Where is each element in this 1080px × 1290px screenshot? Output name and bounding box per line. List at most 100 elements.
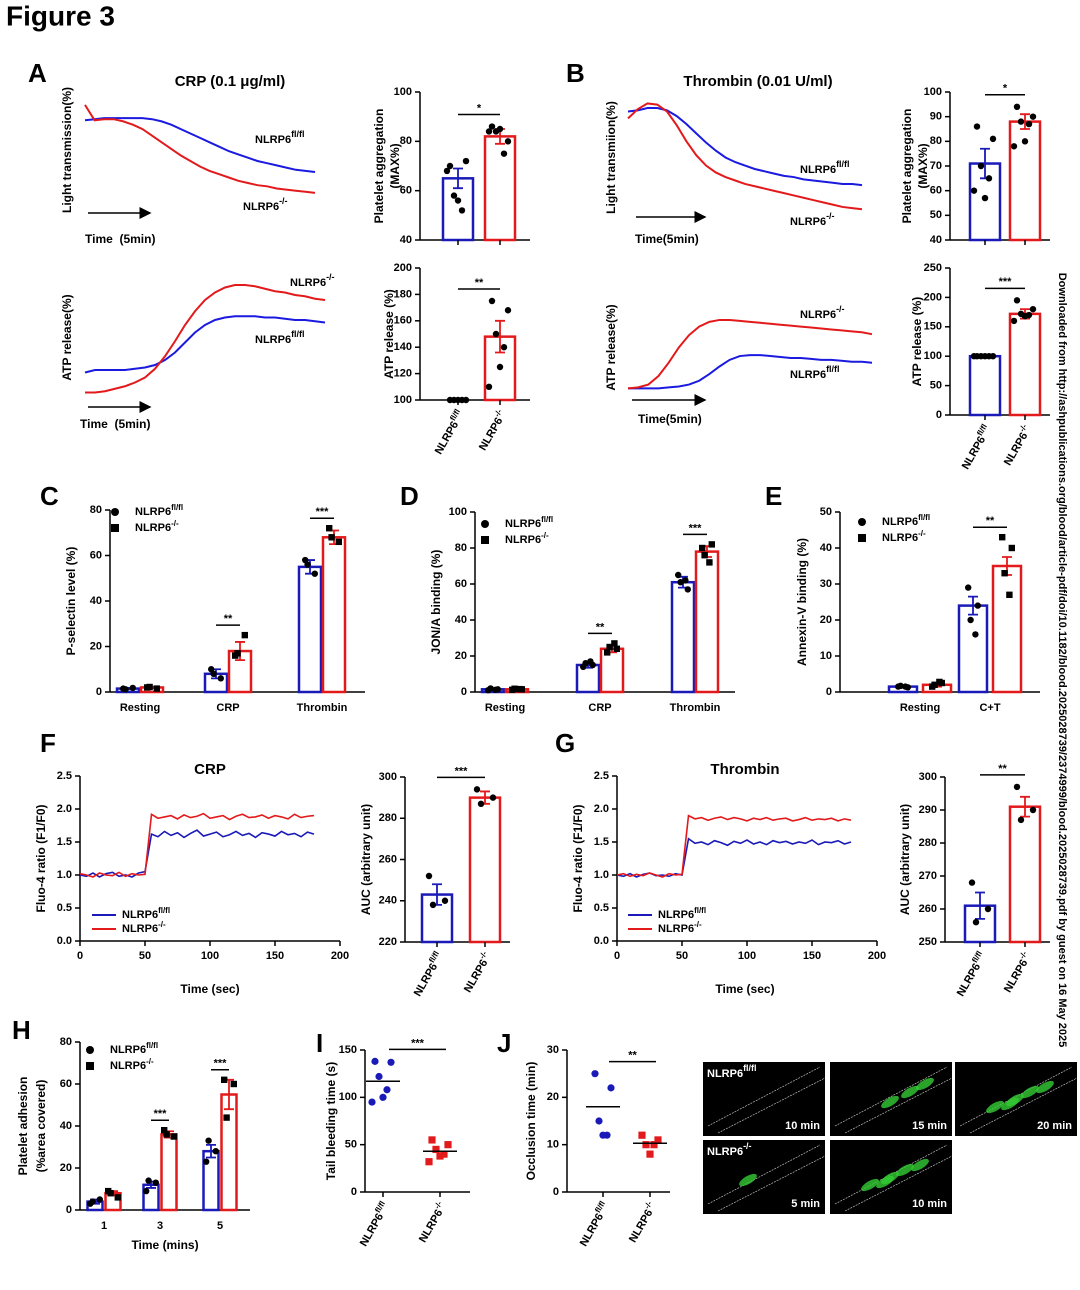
data-point [706,559,713,566]
legend-label-sup: -/- [146,1057,154,1066]
y-tick-label: 80 [60,1036,72,1048]
line [79,829,315,878]
data-point [487,685,494,692]
legend-label-base: NLRP6 [658,923,694,935]
y-axis-label: ATP release(%) [60,294,74,380]
y-tick-label: 0 [96,686,102,698]
legend-label: NLRP6fl/fl [110,1041,158,1056]
x-tick-label-sup: -/- [642,1199,654,1210]
series-label-base: NLRP6 [790,216,826,228]
y-tick-label: 0.0 [57,935,72,947]
x-tick-label: NLRP6-/- [999,422,1034,468]
x-tick-label-sup: fl/fl [427,949,441,964]
x-axis-label: Time (mins) [131,1238,198,1252]
x-tick-label-sup: fl/fl [373,1199,387,1214]
x-tick-label-sup: -/- [432,1199,444,1210]
y-tick-label: 280 [379,812,397,824]
significance-label: ** [596,621,605,633]
line [616,837,852,878]
data-point [458,207,466,214]
y-tick-label: 10 [547,1139,559,1151]
time-label: Time (5min) [80,417,150,431]
y-tick-label: 250 [924,262,942,274]
y-tick-label: 0 [936,409,942,421]
bar [220,1093,238,1212]
data-point [114,1194,121,1201]
vessel-edge [834,1066,948,1127]
data-point [606,643,613,651]
chart-title: CRP [194,761,226,778]
y-tick-label: 180 [394,288,412,300]
y-axis-label: AUC (arbitrary unit) [359,804,373,915]
data-point [425,872,433,880]
legend-label-sup: -/- [171,519,179,528]
error-bar [975,891,985,920]
x-tick-label-sup: fl/fl [970,949,984,964]
y-tick-label: 0.0 [594,935,609,947]
legend-label: NLRP6fl/fl [505,515,553,530]
vessel-edge [844,1077,953,1134]
data-point [677,579,684,586]
y-axis-label: (%area covered) [34,1080,48,1173]
legend-label-base: NLRP6 [505,518,541,530]
legend-label: NLRP6fl/fl [658,906,706,921]
series-label-sup: -/- [836,304,845,314]
data-point [989,135,997,143]
y-tick-label: 20 [455,650,467,662]
x-tick-label-base: NLRP6 [960,434,988,471]
y-tick-label: 1.5 [594,836,609,848]
thrombus [911,1158,929,1172]
data-point [444,1141,452,1149]
legend-label-sup: fl/fl [918,513,930,522]
error-bar [453,167,463,190]
y-tick-label: 300 [919,771,937,783]
legend-label-sup: fl/fl [694,906,706,915]
y-tick-label: 100 [449,506,467,518]
y-tick-label: 20 [820,614,832,626]
data-point [682,577,689,584]
data-point [428,1136,436,1144]
vessel-edge [969,1077,1078,1134]
legend-label-sup: fl/fl [541,515,553,524]
y-tick-label: 300 [379,771,397,783]
significance-label: *** [154,1108,168,1120]
bar [483,135,517,242]
series-label: NLRP6-/- [790,211,835,228]
time-label: Time (5min) [85,232,155,246]
data-point [1010,143,1018,150]
panel-letter: E [765,481,782,511]
x-tick-label-base: NLRP6 [955,961,983,998]
data-point [1013,297,1021,304]
y-tick-label: 0 [553,1186,559,1198]
thrombus [901,1085,919,1099]
data-point [1001,570,1008,577]
significance-label: ** [224,613,233,625]
legend-label-base: NLRP6 [135,506,171,518]
y-tick-label: 240 [379,895,397,907]
y-axis-label: ATP release (%) [382,289,396,379]
bar [694,550,720,694]
y-axis-label: JON/A binding (%) [429,550,443,655]
x-tick-label: NLRP6fl/fl [952,949,989,998]
bar [575,663,601,694]
data-point [1008,544,1015,552]
data-point [981,353,989,360]
data-point [500,344,508,351]
y-tick-label: 260 [379,853,397,865]
panel-letter: D [400,481,419,511]
chart-title: Thrombin (0.01 U/ml) [683,73,832,90]
legend-label-sup: -/- [694,920,702,929]
y-tick-label: 20 [60,1162,72,1174]
data-point [999,534,1006,541]
data-point [96,1196,104,1203]
panel-letter: I [316,1028,323,1058]
error-bar [1020,113,1030,130]
data-point [496,125,504,133]
row-label-sup: fl/fl [743,1063,757,1073]
data-point [86,1046,94,1054]
data-point [485,383,493,390]
significance-label: *** [999,276,1013,288]
x-axis-label: Time (sec) [180,982,239,996]
y-axis-label: Platelet adhesion [16,1077,30,1176]
y-tick-label: 30 [820,578,832,590]
